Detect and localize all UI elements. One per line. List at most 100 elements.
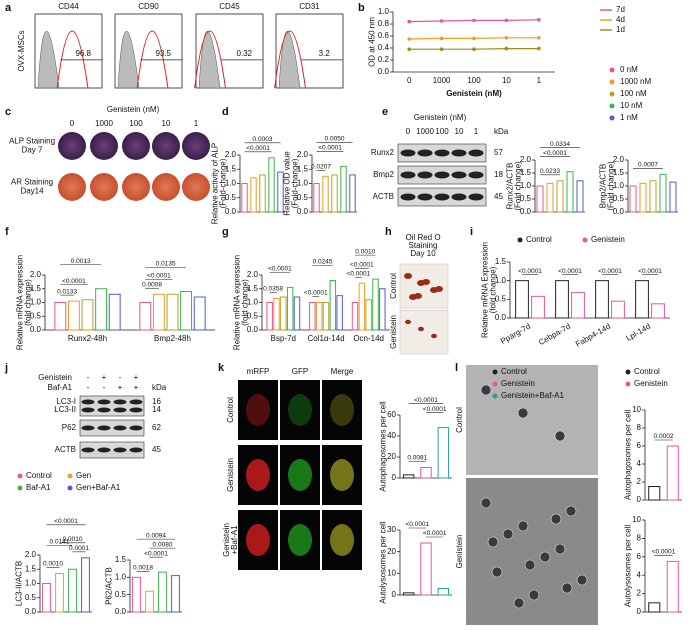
legend-label: Genistein bbox=[501, 379, 535, 388]
bar bbox=[331, 174, 338, 213]
y-tick-label: 0.5 bbox=[115, 590, 127, 599]
p-value: <0.0001 bbox=[423, 530, 447, 537]
band bbox=[81, 399, 95, 405]
protein-label: Bmp2 bbox=[373, 170, 394, 179]
dose-label: 0 bbox=[70, 119, 75, 128]
alp-well bbox=[58, 132, 86, 160]
y-tick-label: 6 bbox=[637, 552, 642, 561]
isotype-histogram bbox=[198, 31, 221, 89]
oil-red-title: Oil Red O bbox=[405, 233, 440, 242]
cell-signal bbox=[246, 459, 270, 491]
y-axis-label: (Fold change) bbox=[607, 161, 616, 211]
legend-marker bbox=[17, 473, 23, 479]
oil-red-title: Staining bbox=[409, 241, 438, 250]
y-tick-label: 1.0 bbox=[30, 298, 42, 307]
bar bbox=[180, 291, 193, 331]
bar bbox=[266, 302, 273, 331]
bar bbox=[351, 302, 359, 331]
y-tick-label: 40 bbox=[387, 431, 396, 440]
y-tick-label: 6 bbox=[637, 441, 642, 450]
point bbox=[504, 36, 509, 40]
vesicle bbox=[524, 559, 536, 571]
fluorescence-image bbox=[322, 380, 362, 440]
x-tick-label: Pparg-7d bbox=[499, 322, 532, 346]
fluorescence-image bbox=[238, 380, 278, 440]
bar bbox=[193, 296, 206, 331]
y-axis-label: (fold change) bbox=[24, 279, 33, 326]
bar bbox=[132, 576, 141, 613]
y-tick-label: 0.5 bbox=[520, 194, 532, 203]
p-value: <0.0001 bbox=[54, 518, 78, 525]
y-tick-label: 10 bbox=[632, 405, 641, 414]
y-axis-label: Autophagosomes per cell bbox=[379, 401, 388, 492]
bar bbox=[158, 571, 167, 613]
row-label: Day14 bbox=[20, 187, 44, 196]
p-value: 0.0135 bbox=[156, 261, 176, 268]
isotype-histogram bbox=[117, 31, 140, 89]
band bbox=[434, 171, 450, 179]
oil-red-title: Day 10 bbox=[410, 249, 436, 258]
point bbox=[439, 36, 444, 41]
dose-label: 0 bbox=[406, 127, 411, 136]
y-tick-label: 1.5 bbox=[225, 164, 237, 173]
bar bbox=[280, 296, 287, 331]
plot-frame bbox=[275, 13, 344, 89]
legend-label: 1000 nM bbox=[620, 77, 651, 86]
y-tick-label: 10 bbox=[632, 515, 641, 524]
y-axis-label: Relative mRNA expression bbox=[16, 255, 25, 350]
y-tick-label: 20 bbox=[387, 547, 396, 556]
dose-label: 10 bbox=[455, 127, 464, 136]
treatment-sign: + bbox=[102, 373, 107, 382]
treatment-sign: + bbox=[118, 383, 123, 392]
panel-label: l bbox=[455, 362, 458, 374]
marker-histogram bbox=[56, 30, 89, 89]
panel-label: e bbox=[382, 106, 388, 118]
p-value: <0.0001 bbox=[423, 406, 447, 413]
legend-label: Genistein bbox=[634, 379, 668, 388]
p-value: <0.0001 bbox=[558, 268, 582, 275]
row-label: Control bbox=[455, 407, 464, 433]
p-value: 0.0245 bbox=[313, 259, 333, 266]
treatment-sign: + bbox=[134, 383, 139, 392]
p-value: 0.0141 bbox=[50, 538, 70, 545]
p-value: 0.0013 bbox=[71, 258, 91, 265]
row-label: Control bbox=[389, 273, 398, 299]
protein-label: LC3-I bbox=[56, 397, 76, 406]
y-tick-label: 30 bbox=[387, 525, 396, 534]
treatment-sign: - bbox=[87, 383, 90, 392]
bar bbox=[420, 467, 432, 479]
bar bbox=[68, 568, 77, 613]
panel-label: i bbox=[470, 226, 473, 238]
dose-label: 1000 bbox=[95, 119, 113, 128]
bar bbox=[649, 180, 657, 213]
bar bbox=[402, 474, 415, 479]
bar bbox=[286, 286, 294, 331]
bar bbox=[358, 282, 366, 331]
y-tick-label: 0.5 bbox=[495, 294, 507, 303]
y-tick-label: 4 bbox=[637, 459, 642, 468]
plot-title: CD44 bbox=[58, 2, 79, 11]
bar bbox=[666, 445, 679, 501]
legend-marker bbox=[67, 473, 73, 479]
cell-signal bbox=[288, 524, 312, 556]
legend-marker bbox=[492, 369, 498, 375]
legend-label: Genistein+Baf-A1 bbox=[501, 391, 564, 400]
x-tick-label: 1 bbox=[537, 76, 542, 85]
bar bbox=[67, 300, 80, 331]
y-tick-label: 0.5 bbox=[30, 311, 42, 320]
band bbox=[417, 149, 433, 157]
p-value: <0.0001 bbox=[268, 266, 292, 273]
legend-marker bbox=[67, 485, 73, 491]
bar bbox=[293, 296, 301, 331]
p-value: 0.0080 bbox=[153, 541, 173, 548]
ar-well bbox=[152, 173, 180, 201]
point bbox=[504, 46, 509, 51]
p-value: <0.0001 bbox=[414, 397, 438, 404]
p-value: 0.0050 bbox=[325, 136, 345, 143]
bar bbox=[372, 278, 379, 331]
bar bbox=[322, 175, 329, 213]
point bbox=[407, 19, 412, 24]
y-axis-label: (Fold-change) bbox=[219, 158, 228, 208]
x-tick-label: Fabp4-14d bbox=[574, 322, 612, 349]
